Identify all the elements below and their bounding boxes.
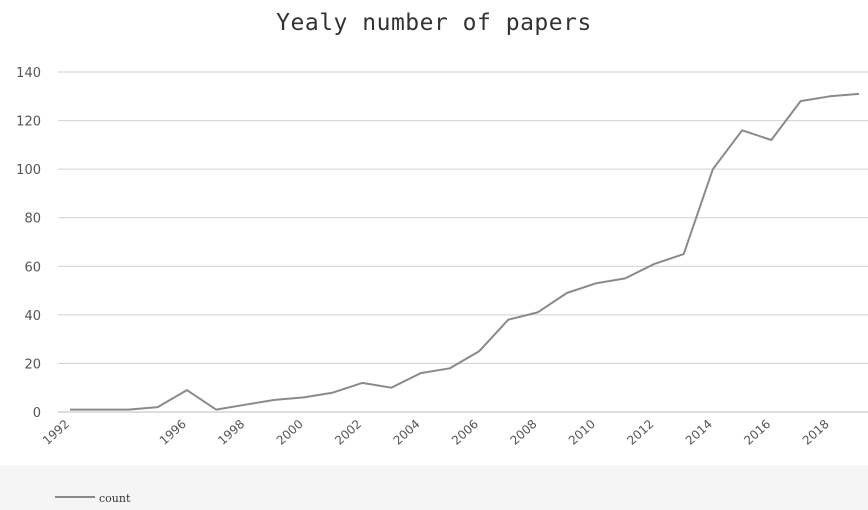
x-tick-label: 2002 — [332, 417, 364, 448]
x-tick-label: 2014 — [683, 417, 715, 448]
gridlines — [58, 71, 868, 413]
x-axis-tick-labels: 1992 1996 1998 2000 2002 2004 2006 2008 2010 2012… — [40, 417, 832, 448]
y-tick-label: 120 — [16, 115, 41, 130]
series-count — [70, 92, 860, 411]
y-tick-label: 20 — [24, 357, 41, 372]
x-tick-label: 1996 — [157, 417, 189, 448]
y-tick-label: 140 — [16, 66, 41, 81]
y-tick-label: 0 — [33, 406, 41, 421]
y-tick-label: 80 — [24, 212, 41, 227]
x-tick-label: 2006 — [449, 417, 481, 448]
legend-area — [0, 465, 868, 510]
x-tick-label: 2004 — [391, 417, 423, 448]
x-tick-label: 2012 — [624, 417, 656, 448]
legend-swatch-count — [55, 495, 95, 498]
x-tick-label: 1992 — [40, 417, 72, 448]
chart-title: Yealy number of papers — [276, 10, 592, 36]
x-tick-label: 2008 — [507, 417, 539, 448]
legend: count — [55, 492, 130, 505]
legend-label-count: count — [99, 492, 131, 505]
x-tick-label: 2000 — [274, 417, 306, 448]
x-tick-label: 2016 — [741, 417, 773, 448]
x-tick-label: 1998 — [215, 417, 247, 448]
line-chart: 0 20 40 60 80 100 120 140 1992 1996 1998 2000 2002 2… — [16, 66, 868, 448]
x-tick-label: 2010 — [566, 417, 598, 448]
y-tick-label: 40 — [24, 309, 41, 324]
x-tick-label: 2018 — [800, 417, 832, 448]
series-line-count — [70, 92, 860, 411]
y-axis-tick-labels: 0 20 40 60 80 100 120 140 — [16, 66, 41, 421]
y-tick-label: 60 — [24, 260, 41, 275]
y-tick-label: 100 — [16, 163, 41, 178]
